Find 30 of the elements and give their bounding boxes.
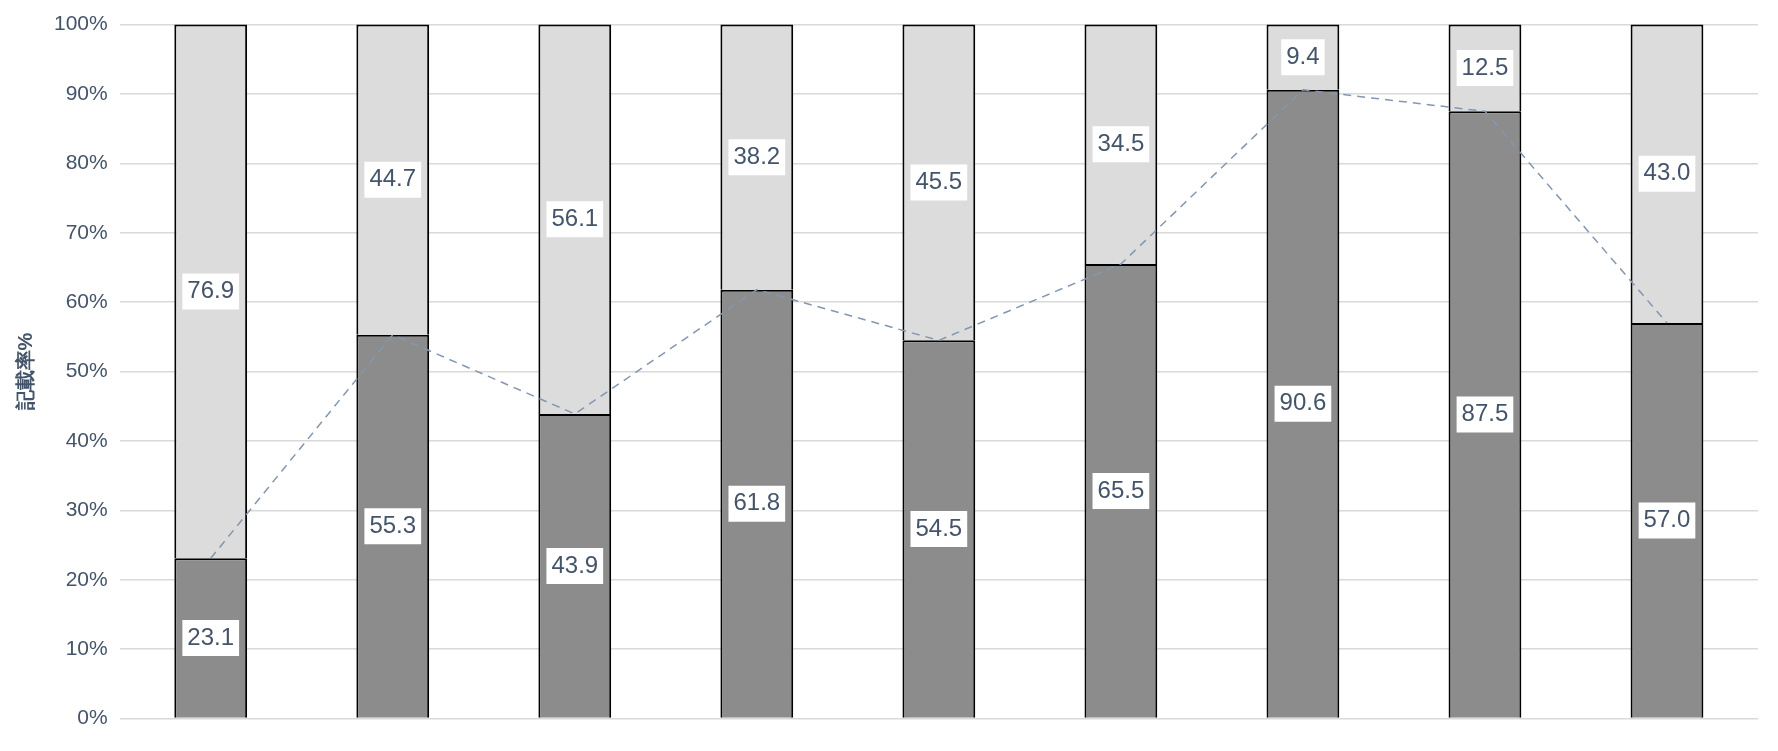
data-label: 43.9 (551, 550, 599, 578)
y-tick-label: 0% (77, 705, 108, 729)
data-label: 65.5 (1097, 475, 1145, 503)
data-label: 87.5 (1461, 399, 1509, 427)
data-label: 57.0 (1643, 505, 1691, 533)
data-label: 45.5 (915, 167, 963, 195)
y-tick-label: 10% (65, 636, 108, 659)
data-label: 55.3 (369, 510, 417, 538)
y-tick-label: 50% (65, 358, 108, 382)
data-label: 12.5 (1461, 52, 1509, 80)
y-tick-label: 60% (65, 289, 108, 312)
y-tick-label: 80% (65, 150, 108, 174)
data-label: 23.1 (187, 622, 235, 650)
data-label: 54.5 (915, 513, 963, 541)
data-label: 61.8 (733, 488, 781, 516)
y-tick-label: 40% (65, 427, 108, 451)
y-tick-label: 70% (65, 219, 108, 243)
data-label: 56.1 (551, 203, 599, 231)
data-label: 38.2 (733, 141, 781, 169)
y-tick-label: 100% (53, 11, 108, 35)
data-label: 44.7 (369, 164, 417, 192)
y-tick-label: 20% (65, 566, 108, 590)
y-axis-title: 記載率% (13, 332, 36, 412)
data-label: 9.4 (1286, 41, 1320, 69)
data-label: 90.6 (1279, 388, 1327, 416)
data-label: 76.9 (187, 276, 235, 304)
data-label: 43.0 (1643, 158, 1691, 186)
y-tick-label: 30% (65, 497, 108, 521)
y-tick-label: 90% (65, 80, 108, 104)
data-label: 34.5 (1097, 128, 1145, 156)
